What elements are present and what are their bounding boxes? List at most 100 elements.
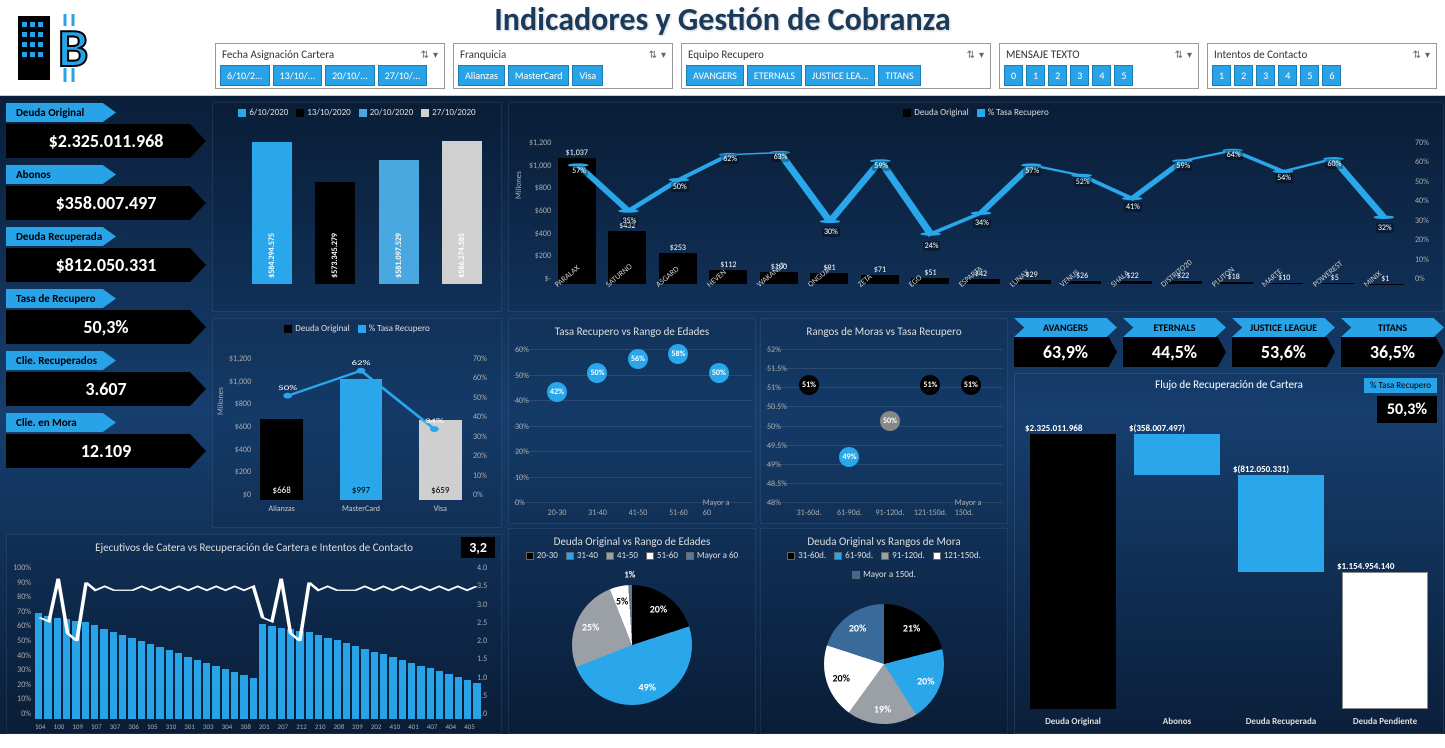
franchise-chart: Deuda Original% Tasa Recupero Millones $… [212,318,502,528]
slicer-fecha[interactable]: Fecha Asignación Cartera⇅▾6/10/2...13/10… [215,43,445,89]
exec-bar [110,632,117,719]
slicer-mensaje[interactable]: MENSAJE TEXTO⇅▾012345 [999,43,1199,89]
slicer-chip[interactable]: ETERNALS [747,65,802,86]
waterfall-bar: $(812.050.331)Deuda Recuperada [1233,434,1329,709]
slicer-chip[interactable]: 13/10/... [273,65,323,86]
sort-icon[interactable]: ⇅ [421,48,429,61]
slicer-chip[interactable]: 1 [1026,65,1045,86]
exec-bar [278,628,285,719]
exec-bar [445,674,452,719]
filter-icon[interactable]: ▾ [433,48,438,61]
slicer-label: Franquicia [460,48,506,61]
slicer-chip[interactable]: 2 [1048,65,1067,86]
kpi-label: Deuda Original [6,103,116,122]
exec-bar [371,652,378,719]
slicer-chip[interactable]: 3 [1256,65,1275,86]
exec-bar [128,638,135,719]
exec-bar [380,654,387,719]
waterfall-bar: $1.154.954.140Deuda Pendiente [1337,434,1433,709]
slicer-franquicia[interactable]: Franquicia ⇅ ▾ AlianzasMasterCardVisa [453,43,673,89]
slicer-chip[interactable]: 5 [1300,65,1319,86]
slicer-intentos[interactable]: Intentos de Contacto ⇅ ▾ 123456 [1207,43,1437,89]
kpi-label: Clie. Recuperados [6,351,116,370]
slicer-chip[interactable]: Visa [572,65,603,86]
pct-label: 30% [822,227,840,237]
legend-item: Mayor a 60 [686,550,738,561]
exec-bar [54,618,61,719]
pct-label: 59% [1174,161,1192,171]
bar: $253ASGARD [654,138,702,284]
scatter-point: 50% [709,363,729,383]
bar: $584.294.575 [243,138,301,284]
legend-item: Deuda Original [903,107,968,118]
team-value: 44,5% [1123,337,1226,367]
slicer-chip[interactable]: Alianzas [458,65,505,86]
slicer-chip[interactable]: 1 [1212,65,1231,86]
slicer-chip[interactable]: 6/10/2... [220,65,270,86]
slicer-chip[interactable]: JUSTICE LEA... [805,65,875,86]
dates-bar-chart: 6/10/202013/10/202020/10/202027/10/2020 … [212,102,502,312]
slicer-chip[interactable]: 2 [1234,65,1253,86]
pie-label: 49% [639,681,656,694]
scatter-point: 51% [799,375,819,395]
scatter-point: 58% [668,344,688,364]
waterfall-value: 50,3% [1377,396,1437,423]
exec-bar [296,631,303,719]
exec-bar [408,663,415,719]
exec-bar [473,683,480,720]
sort-icon[interactable]: ⇅ [1413,48,1421,61]
slicer-chip[interactable]: 4 [1278,65,1297,86]
sort-icon[interactable]: ⇅ [967,48,975,61]
slicer-chip[interactable]: MasterCard [508,65,570,86]
exec-bar [203,663,210,719]
legend-item: 41-50 [606,550,638,561]
pie-label: 25% [582,621,599,634]
slicer-chip[interactable]: AVANGERS [686,65,744,86]
slicer-label: Intentos de Contacto [1214,48,1307,61]
team-kpi: AVANGERS63,9% [1014,318,1117,367]
sort-icon[interactable]: ⇅ [1175,48,1183,61]
scatter-point: 51% [961,375,981,395]
bar: $22DISTRITO20 [1159,138,1207,284]
exec-bar [343,643,350,719]
slicer-chip[interactable]: 20/10/... [325,65,375,86]
y-axis-title: Millones [216,387,226,415]
legend-item: 20-30 [526,550,558,561]
exec-bar [231,672,238,719]
kpi: Deuda Original$2.325.011.968 [6,102,206,158]
pct-label: 62% [721,154,739,164]
legend-item: % Tasa Recupero [358,323,430,334]
filter-icon[interactable]: ▾ [661,48,666,61]
slicer-chip[interactable]: 3 [1070,65,1089,86]
x-label: 121-150d. [914,508,947,518]
legend-item: 6/10/2020 [238,107,288,118]
slicer-chip[interactable]: 27/10/... [378,65,428,86]
filter-icon[interactable]: ▾ [1425,48,1430,61]
bar: $29LUNAX [1008,138,1056,284]
slicer-equipo[interactable]: Equipo Recupero⇅▾AVANGERSETERNALSJUSTICE… [681,43,991,89]
kpi-value: 50,3% [6,310,206,344]
exec-bar [259,624,266,719]
exec-bar [222,669,229,719]
exec-badge: 3,2 [461,537,495,558]
x-label: 41-50 [629,508,648,518]
slicer-chip[interactable]: 0 [1004,65,1023,86]
legend-item: % Tasa Recupero [977,107,1049,118]
slicer-chip[interactable]: TITANS [878,65,920,86]
filter-icon[interactable]: ▾ [1187,48,1192,61]
exec-bar [417,666,424,719]
legend-item: 31-60d. [787,550,826,561]
slicer-chip[interactable]: 6 [1322,65,1341,86]
scatter-mora: Rangos de Moras vs Tasa Recupero 52%51.5… [760,318,1008,524]
bar: $10MARTE [1260,138,1308,284]
slicer-chip[interactable]: 5 [1114,65,1133,86]
filter-icon[interactable]: ▾ [979,48,984,61]
waterfall-category: Deuda Original [1025,716,1121,727]
sort-icon[interactable]: ⇅ [649,48,657,61]
x-label: 91-120d. [875,508,904,518]
exec-bar [268,626,275,719]
kpi-value: $358.007.497 [6,186,206,220]
page-title: Indicadores y Gestión de Cobranza [0,0,1445,39]
slicer-chip[interactable]: 4 [1092,65,1111,86]
kpi-label: Abonos [6,165,116,184]
